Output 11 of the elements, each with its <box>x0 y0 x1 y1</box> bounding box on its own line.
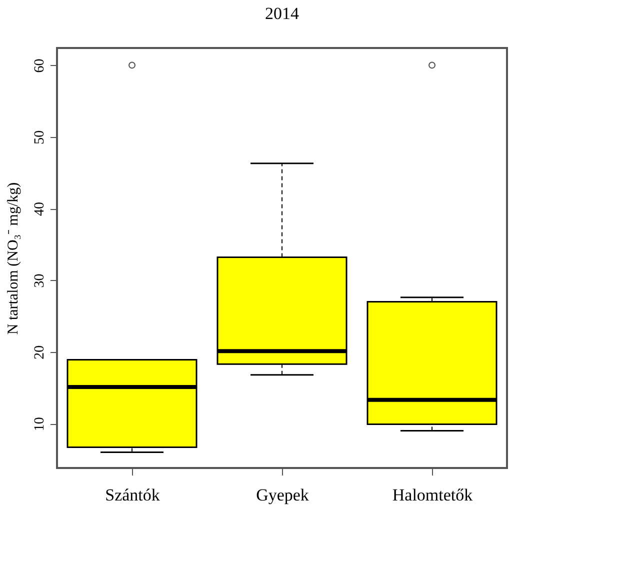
y-axis-title: N tartalom (NO₃⁻ mg/kg) <box>6 182 22 335</box>
y-tick-label: 60 <box>32 58 48 73</box>
y-tick-label: 20 <box>32 345 48 360</box>
chart-title: 2014 <box>265 4 300 23</box>
y-tick-label: 10 <box>32 417 48 432</box>
y-tick-label: 40 <box>32 202 48 216</box>
y-tick-label: 30 <box>32 274 48 288</box>
x-tick-label: Szántók <box>105 486 160 504</box>
x-tick-label: Halomtetők <box>392 486 474 504</box>
y-tick-label: 50 <box>32 130 48 144</box>
x-tick-label: Gyepek <box>256 486 310 504</box>
